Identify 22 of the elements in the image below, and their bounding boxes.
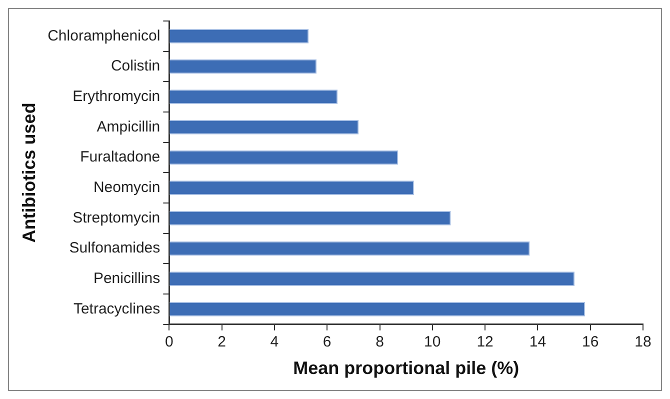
x-axis-title: Mean proportional pile (%) (293, 358, 520, 378)
x-tick-label: 8 (376, 334, 384, 351)
y-tick-label: Neomycin (93, 179, 160, 196)
x-tick-label: 0 (164, 334, 174, 351)
y-tick-label: Furaltadone (80, 148, 160, 166)
x-tick-label: 12 (476, 334, 494, 351)
x-tick-label: 18 (634, 334, 652, 351)
y-tick-label: Colistin (110, 58, 160, 75)
y-tick-label: Streptomycin (72, 209, 160, 226)
x-tick-label: 2 (218, 334, 226, 351)
y-axis-title: Antibiotics used (18, 102, 39, 243)
y-tick-label: Erythromycin (72, 88, 160, 105)
x-tick-label: 6 (322, 334, 332, 351)
x-tick-label: 4 (270, 334, 279, 351)
y-tick-label: Sulfonamides (69, 240, 160, 257)
y-tick-label: Penicillins (93, 270, 160, 288)
y-tick-label: Chloramphenicol (48, 27, 160, 44)
x-tick-label: 10 (424, 334, 441, 351)
x-tick-label: 14 (529, 334, 546, 351)
y-tick-label: Tetracyclines (73, 300, 160, 318)
y-tick-label: Ampicillin (96, 118, 160, 136)
x-tick-label: 16 (582, 334, 599, 351)
